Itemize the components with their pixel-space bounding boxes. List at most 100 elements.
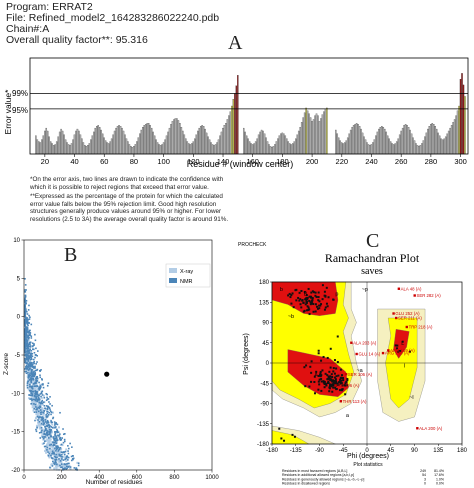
nmr-point xyxy=(51,457,54,460)
errat-bar xyxy=(308,113,310,155)
rama-residue-point xyxy=(334,379,337,382)
nmr-point xyxy=(49,431,52,433)
nmr-point xyxy=(56,463,58,466)
rama-residue-point xyxy=(304,303,307,306)
nmr-point xyxy=(34,373,36,376)
nmr-point xyxy=(32,344,34,347)
xray-point xyxy=(38,426,41,429)
nmr-point xyxy=(43,436,46,438)
nmr-point xyxy=(36,392,38,394)
rama-residue-point xyxy=(342,377,345,380)
rama-residue-point xyxy=(335,367,338,370)
rama-residue-point xyxy=(339,378,342,381)
rama-residue-point xyxy=(317,374,320,377)
nmr-point xyxy=(28,394,30,396)
nmr-point xyxy=(57,431,60,433)
nmr-point xyxy=(45,427,47,430)
nmr-point xyxy=(30,362,33,365)
nmr-point xyxy=(41,390,44,393)
nmr-point xyxy=(60,451,63,453)
rama-y-tick-label: 0 xyxy=(266,361,270,367)
nmr-point xyxy=(28,355,31,358)
nmr-point xyxy=(27,332,30,334)
errat-bar xyxy=(281,132,284,155)
prosa-axes: 0 200 400 600 800 1000 10 5 0 -5 -10 -15 -20 xyxy=(11,238,219,481)
rama-y-tick-label: 180 xyxy=(259,280,270,286)
rama-region-letter: p xyxy=(335,292,338,298)
nmr-point xyxy=(33,394,36,397)
nmr-point xyxy=(26,347,28,349)
nmr-point xyxy=(33,385,36,387)
nmr-point xyxy=(34,403,37,406)
rama-x-tick-label: 180 xyxy=(457,448,468,454)
rama-residue-point xyxy=(308,308,311,311)
legend-xray: X-ray xyxy=(180,269,193,275)
nmr-point xyxy=(27,374,30,376)
nmr-point xyxy=(32,383,35,385)
nmr-point xyxy=(24,359,26,362)
nmr-point xyxy=(44,433,47,436)
errat-bar xyxy=(323,111,325,155)
rama-flagged-residue xyxy=(355,352,358,356)
rama-stats-table: Residues in most favoured regions [A,B,L… xyxy=(282,469,444,486)
nmr-point xyxy=(71,446,73,448)
rama-residue-point xyxy=(329,378,332,381)
rama-residue-point xyxy=(327,381,330,384)
nmr-point xyxy=(32,374,35,377)
xray-point xyxy=(31,402,34,405)
errat-x-tick-label: 100 xyxy=(157,157,170,166)
xray-point xyxy=(38,424,41,427)
nmr-point xyxy=(57,449,60,451)
nmr-point xyxy=(56,428,58,431)
nmr-point xyxy=(26,317,29,319)
nmr-point xyxy=(60,438,63,441)
rama-residue-point xyxy=(293,435,296,438)
nmr-point xyxy=(49,425,51,427)
nmr-point xyxy=(34,394,37,396)
rama-x-tick-label: -90 xyxy=(315,448,324,454)
errat-bar xyxy=(395,141,398,155)
nmr-point xyxy=(55,442,58,445)
xray-point xyxy=(27,388,30,391)
errat-bar xyxy=(424,136,426,155)
nmr-point xyxy=(34,385,37,387)
errat-bar xyxy=(278,135,281,155)
nmr-point xyxy=(29,348,31,350)
nmr-point xyxy=(44,429,47,431)
errat-bar xyxy=(370,144,373,155)
nmr-point xyxy=(65,468,68,470)
rama-residue-point xyxy=(310,296,313,299)
nmr-point xyxy=(29,368,31,370)
nmr-point xyxy=(72,455,74,457)
nmr-point xyxy=(30,386,33,389)
xray-point xyxy=(35,386,38,389)
nmr-point xyxy=(28,385,31,388)
rama-residue-point xyxy=(323,308,326,311)
errat-bar xyxy=(260,129,263,155)
xray-point xyxy=(37,402,40,405)
xray-point xyxy=(51,423,54,426)
xray-point xyxy=(52,463,55,466)
errat-bar xyxy=(415,143,417,155)
nmr-point xyxy=(34,392,36,395)
rama-residue-point xyxy=(317,349,320,352)
rama-residue-point xyxy=(330,385,333,388)
rama-residue-point xyxy=(309,303,312,306)
xray-point xyxy=(29,386,32,389)
nmr-point xyxy=(30,355,33,357)
errat-bar xyxy=(85,146,88,155)
rama-residue-point xyxy=(338,389,341,392)
errat-x-ticks: 20 40 60 80 100 120 140 160 180 200 220 240 260 280 30… xyxy=(41,154,467,166)
nmr-point xyxy=(43,445,46,448)
nmr-point xyxy=(25,344,28,347)
nmr-point xyxy=(37,419,39,421)
nmr-point xyxy=(24,311,26,314)
nmr-point xyxy=(55,449,57,452)
rama-residue-point xyxy=(321,369,324,372)
xray-point xyxy=(51,446,54,449)
xray-point xyxy=(38,404,41,407)
rama-residue-point xyxy=(305,297,308,300)
xray-point xyxy=(51,411,54,414)
nmr-point xyxy=(30,350,33,352)
errat-x-tick-label: 260 xyxy=(395,157,408,166)
